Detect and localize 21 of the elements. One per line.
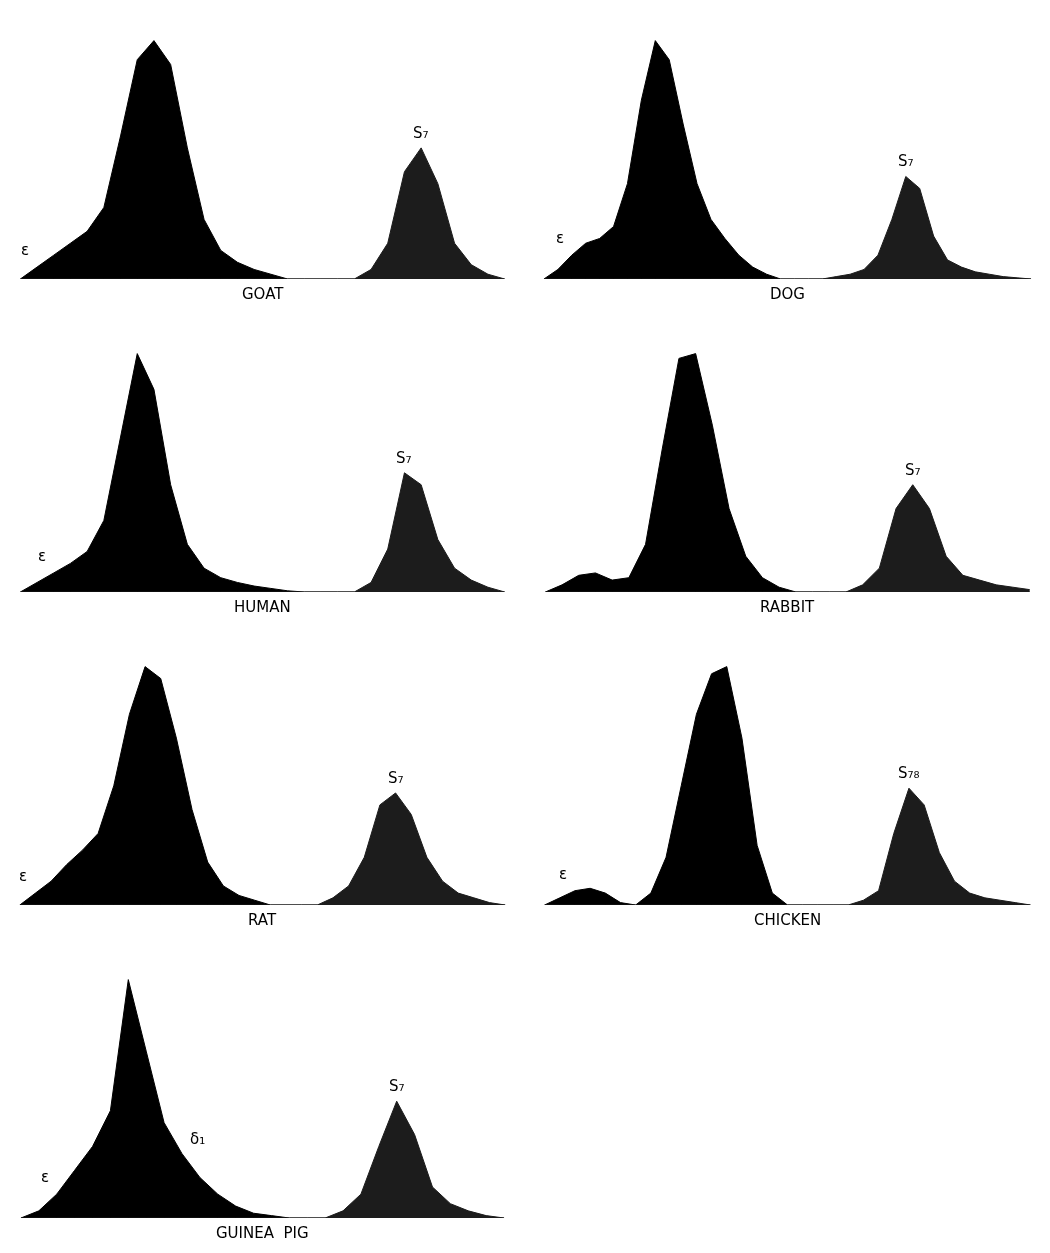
annotation: ε	[38, 547, 47, 565]
series-label: S₇	[396, 449, 412, 467]
series-label: S₇	[898, 152, 914, 170]
series-label: S₇	[388, 769, 404, 787]
x-axis-title: RABBIT	[760, 598, 816, 616]
x-axis-title: HUMAN	[234, 598, 291, 616]
x-axis-title: GOAT	[242, 285, 285, 303]
annotation: ε	[19, 867, 28, 885]
annotation: ε	[41, 1168, 50, 1186]
x-axis-title: RAT	[248, 911, 277, 929]
x-axis-title: DOG	[770, 285, 805, 303]
series-label: S₇₈	[898, 764, 920, 782]
series-label: S₇	[905, 461, 921, 479]
series-label: S₇	[413, 124, 429, 142]
annotation: ε	[559, 865, 568, 883]
series-label: S₇	[389, 1077, 405, 1095]
x-axis-title: CHICKEN	[754, 911, 822, 929]
x-axis-title: GUINEA PIG	[216, 1224, 309, 1242]
annotation: ε	[21, 241, 30, 259]
annotation: δ₁	[190, 1130, 206, 1148]
annotation: ε	[556, 229, 565, 247]
